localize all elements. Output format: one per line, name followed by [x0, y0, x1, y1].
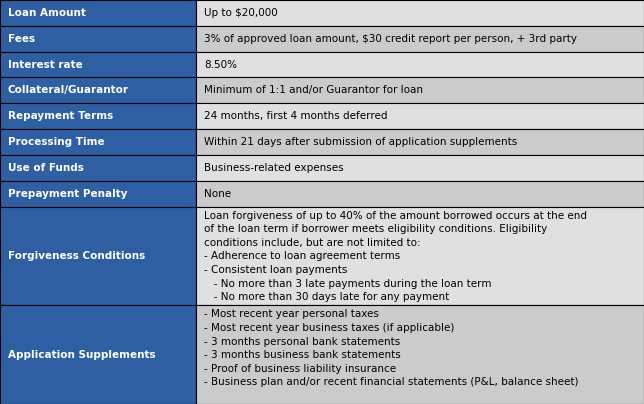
Text: 8.50%: 8.50% — [204, 59, 237, 69]
Bar — [196, 206, 644, 305]
Text: - Most recent year personal taxes
- Most recent year business taxes (if applicab: - Most recent year personal taxes - Most… — [204, 309, 579, 387]
Bar — [0, 103, 196, 129]
Text: Interest rate: Interest rate — [8, 59, 82, 69]
Bar — [196, 155, 644, 181]
Bar — [196, 78, 644, 103]
Text: None: None — [204, 189, 231, 199]
Bar — [196, 181, 644, 206]
Text: Loan forgiveness of up to 40% of the amount borrowed occurs at the end
of the lo: Loan forgiveness of up to 40% of the amo… — [204, 210, 587, 302]
Text: Collateral/Guarantor: Collateral/Guarantor — [8, 85, 129, 95]
Bar — [0, 26, 196, 52]
Bar — [0, 0, 196, 26]
Bar — [196, 52, 644, 78]
Text: Use of Funds: Use of Funds — [8, 163, 84, 173]
Text: Up to $20,000: Up to $20,000 — [204, 8, 278, 18]
Bar — [0, 129, 196, 155]
Bar — [196, 0, 644, 26]
Bar — [0, 52, 196, 78]
Bar — [196, 103, 644, 129]
Text: Within 21 days after submission of application supplements: Within 21 days after submission of appli… — [204, 137, 517, 147]
Text: Processing Time: Processing Time — [8, 137, 104, 147]
Text: Repayment Terms: Repayment Terms — [8, 111, 113, 121]
Text: Fees: Fees — [8, 34, 35, 44]
Bar — [0, 305, 196, 404]
Bar — [196, 129, 644, 155]
Text: Application Supplements: Application Supplements — [8, 349, 155, 360]
Bar — [196, 26, 644, 52]
Bar — [196, 305, 644, 404]
Text: Business-related expenses: Business-related expenses — [204, 163, 344, 173]
Bar — [0, 181, 196, 206]
Text: Minimum of 1:1 and/or Guarantor for loan: Minimum of 1:1 and/or Guarantor for loan — [204, 85, 423, 95]
Text: 3% of approved loan amount, $30 credit report per person, + 3rd party: 3% of approved loan amount, $30 credit r… — [204, 34, 577, 44]
Bar — [0, 78, 196, 103]
Bar — [0, 155, 196, 181]
Text: Forgiveness Conditions: Forgiveness Conditions — [8, 251, 145, 261]
Bar — [0, 206, 196, 305]
Text: 24 months, first 4 months deferred: 24 months, first 4 months deferred — [204, 111, 388, 121]
Text: Loan Amount: Loan Amount — [8, 8, 86, 18]
Text: Prepayment Penalty: Prepayment Penalty — [8, 189, 128, 199]
